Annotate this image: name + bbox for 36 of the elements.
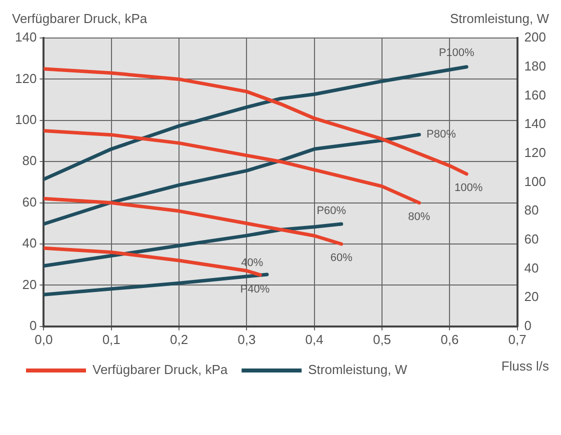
x-tick-label: 0,3 [238,332,256,347]
y2-tick-label: 120 [524,144,546,160]
y2-tick-label: 100 [524,174,546,189]
y2-tick-label: 180 [524,58,546,74]
legend-label: Stromleistung, W [308,362,408,378]
y-tick-label: 0 [29,318,37,333]
y2-axis-title: Stromleistung, W [450,11,550,26]
x-tick-label: 0,4 [305,332,324,347]
y2-tick-label: 140 [524,116,546,132]
x-tick-label: 0,0 [34,332,53,347]
legend-label: Verfügbarer Druck, kPa [92,362,228,378]
annotation: 100% [454,182,483,194]
x-tick-label: 0,2 [170,332,188,347]
y-axis-title: Verfügbarer Druck, kPa [12,11,148,26]
x-tick-label: 0,7 [508,332,526,347]
x-axis-title: Fluss l/s [501,358,550,374]
y-tick-label: 100 [14,112,37,127]
y2-tick-label: 20 [524,289,539,304]
annotation: P60% [316,205,346,218]
y2-tick-label: 0 [524,318,532,333]
x-tick-label: 0,1 [102,332,120,347]
annotation: 80% [408,210,430,223]
y2-tick-label: 80 [524,202,539,218]
y2-tick-label: 200 [524,30,546,45]
x-tick-label: 0,6 [440,332,459,347]
y2-tick-label: 40 [524,260,539,276]
y-tick-label: 80 [22,153,37,168]
y2-tick-label: 60 [524,231,539,246]
y-tick-label: 120 [14,70,37,86]
annotation: 60% [330,252,353,264]
y2-tick-label: 160 [524,87,546,102]
y-tick-label: 40 [22,236,37,251]
y-tick-label: 140 [14,30,37,45]
y-tick-label: 60 [22,194,37,210]
y-tick-label: 20 [22,276,37,292]
x-tick-label: 0,5 [372,332,392,347]
